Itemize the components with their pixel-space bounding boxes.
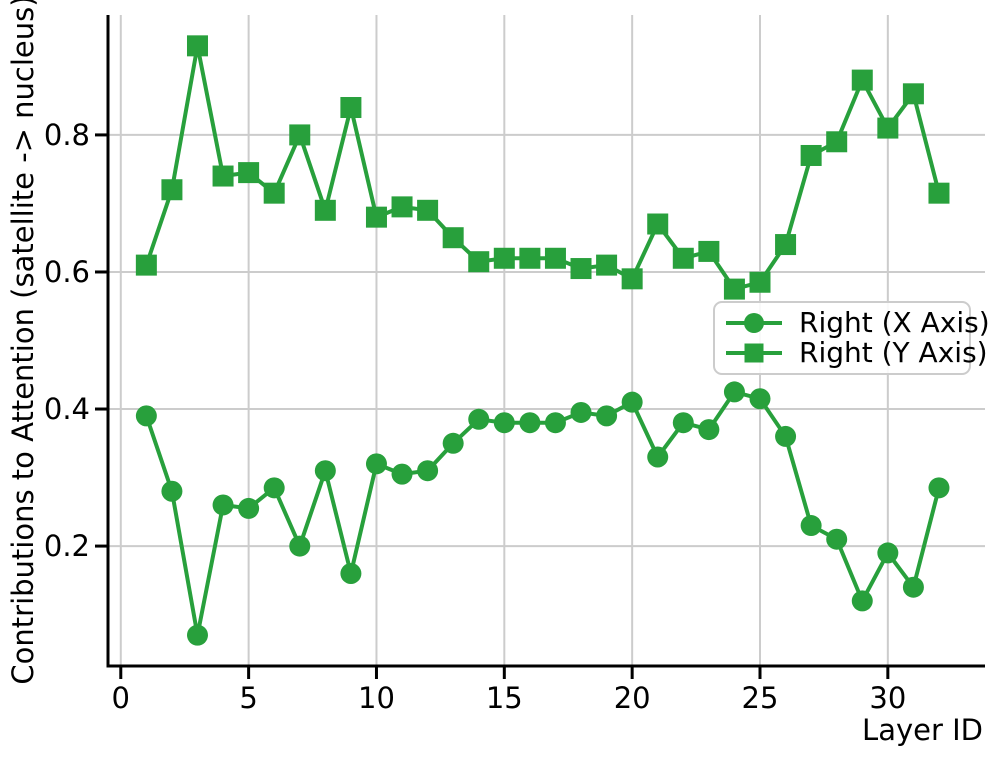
data-point-circle [468,408,490,430]
data-point-circle [289,535,311,557]
x-tick-label: 20 [614,681,651,715]
data-point-square [365,206,387,228]
data-point-circle [596,405,618,427]
x-tick-label: 15 [486,681,523,715]
data-point-square [314,199,336,221]
data-point-square [672,247,694,269]
data-point-circle [749,388,771,410]
data-point-circle [238,497,260,519]
data-point-circle [672,412,694,434]
data-point-circle [365,453,387,475]
data-point-circle [263,477,285,499]
data-point-square [928,182,950,204]
data-point-circle [851,590,873,612]
data-point-square [519,247,541,269]
x-tick-label: 10 [358,681,395,715]
data-point-square [238,162,260,184]
data-point-circle [442,432,464,454]
data-point-square [544,247,566,269]
data-point-square [263,182,285,204]
data-point-circle [314,460,336,482]
data-point-square [161,179,183,201]
axes-layer [95,15,985,679]
y-tick-label: 0.2 [44,529,90,563]
data-point-square [647,213,669,235]
x-axis-label: Layer ID [862,713,983,747]
data-point-square [340,97,362,119]
x-tick-label: 30 [869,681,906,715]
data-point-square [186,35,208,57]
data-point-circle [647,446,669,468]
data-point-square [212,165,234,187]
legend-circle-marker-icon [726,312,782,333]
legend-item-right-x-axis: Right (X Axis) [725,308,990,337]
x-tick-label: 0 [112,681,130,715]
data-point-circle [212,494,234,516]
legend-square-marker-icon [726,343,782,363]
legend-label-x-axis: Right (X Axis) [799,305,990,339]
data-point-square [289,124,311,146]
data-point-square [468,251,490,273]
y-tick-label: 0.4 [44,392,90,426]
data-point-circle [186,624,208,646]
legend-label-y-axis: Right (Y Axis) [799,336,988,370]
data-point-square [775,234,797,256]
data-point-square [391,196,413,218]
data-point-circle [800,515,822,537]
data-point-square [493,247,515,269]
legend-item-right-y-axis: Right (Y Axis) [725,339,988,367]
data-point-circle [775,425,797,447]
data-point-circle [340,562,362,584]
data-point-square [570,258,592,280]
x-tick-label: 25 [742,681,779,715]
data-point-square [135,254,157,276]
data-point-square [877,117,899,139]
data-point-circle [902,576,924,598]
y-tick-label: 0.8 [44,118,90,152]
legend: Right (X Axis) Right (Y Axis) [713,301,990,375]
data-point-square [417,199,439,221]
data-point-circle [570,401,592,423]
data-point-circle [544,412,566,434]
data-point-circle [417,460,439,482]
x-tick-label: 5 [239,681,257,715]
data-point-square [826,131,848,153]
series-line-circle [144,389,941,638]
tick-label-layer: 0 5 10 15 20 25 30 0.2 0.4 0.6 0.8 [44,118,906,715]
data-point-circle [723,381,745,403]
data-point-circle [493,412,515,434]
data-point-circle [877,542,899,564]
data-point-square [851,69,873,91]
data-point-circle [621,391,643,413]
data-point-square [442,227,464,249]
data-point-circle [519,412,541,434]
data-point-square [596,254,618,276]
data-point-square [902,83,924,105]
data-point-square [621,268,643,290]
data-point-circle [826,528,848,550]
data-point-square [698,240,720,262]
data-point-square [723,278,745,300]
series-layer [135,35,950,646]
data-point-circle [161,480,183,502]
data-point-circle [698,419,720,441]
y-axis-label: Contributions to Attention (satellite ->… [6,0,40,685]
data-point-square [749,271,771,293]
data-point-circle [928,477,950,499]
y-tick-label: 0.6 [44,255,90,289]
data-point-square [800,144,822,166]
data-point-circle [135,405,157,427]
series-line-square [144,43,941,292]
data-point-circle [391,463,413,485]
